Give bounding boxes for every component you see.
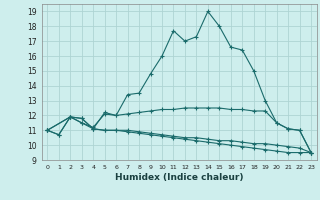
X-axis label: Humidex (Indice chaleur): Humidex (Indice chaleur) [115, 173, 244, 182]
